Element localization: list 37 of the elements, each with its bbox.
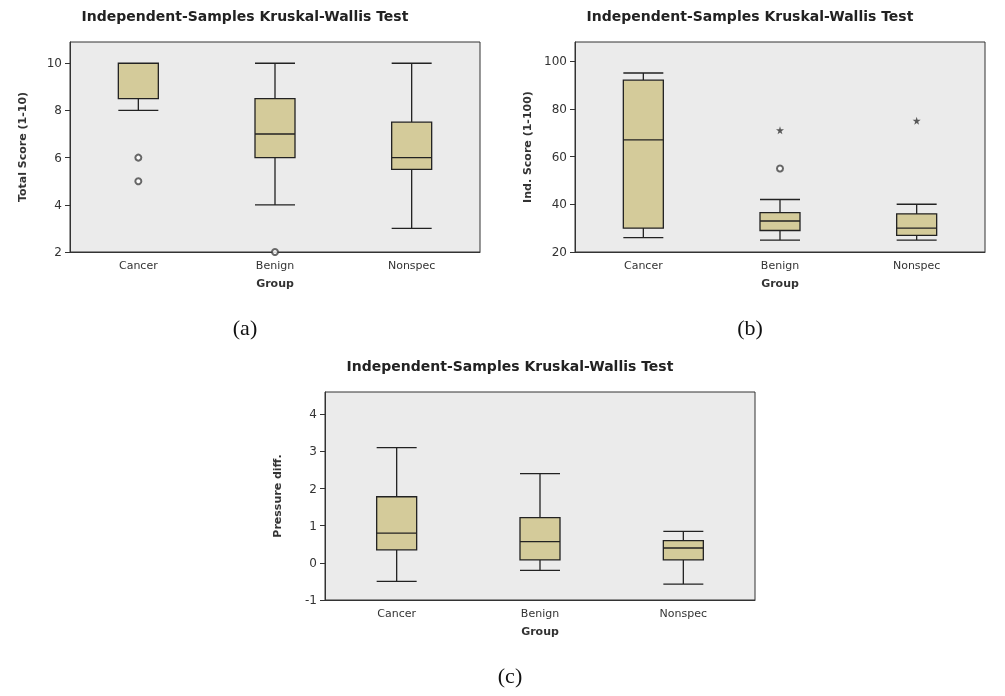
chart-title: Independent-Samples Kruskal-Wallis Test: [586, 8, 914, 24]
text: (a): [232, 314, 258, 340]
y-tick-label: 3: [309, 444, 317, 459]
y-tick-label: 6: [54, 150, 62, 165]
y-tick-label: 2: [309, 481, 317, 496]
y-tick-label: 10: [46, 56, 62, 71]
y-tick-label: 100: [544, 54, 567, 69]
chart-title: Independent-Samples Kruskal-Wallis Test: [346, 358, 674, 374]
y-tick-label: 60: [551, 149, 567, 164]
text: (b): [737, 314, 763, 340]
x-tick-label: Benign: [760, 259, 800, 272]
x-tick-label: Benign: [520, 607, 560, 620]
y-axis-title: Ind. Score (1-100): [521, 91, 534, 203]
x-tick-label: Nonspec: [892, 259, 941, 272]
y-tick-label: 2: [54, 245, 62, 259]
y-tick-label: -1: [305, 593, 317, 607]
x-tick-label: Nonspec: [659, 607, 708, 620]
y-tick-label: 80: [551, 101, 567, 116]
x-tick-label: Cancer: [623, 259, 664, 272]
y-tick-label: 8: [54, 103, 62, 118]
y-tick-label: 0: [309, 555, 317, 570]
y-axis-title: Pressure diff.: [271, 454, 284, 538]
x-tick-label: Benign: [255, 259, 295, 272]
y-tick-label: 20: [551, 245, 567, 259]
y-tick-label: 1: [309, 518, 317, 533]
x-axis-title: Group: [761, 277, 799, 290]
x-axis-title: Group: [256, 277, 294, 290]
x-axis-title: Group: [521, 625, 559, 638]
y-axis-title: Total Score (1-10): [16, 91, 29, 203]
y-tick-label: 4: [54, 197, 62, 212]
text: (c): [497, 662, 523, 688]
y-tick-label: 40: [551, 197, 567, 212]
x-tick-label: Cancer: [377, 607, 417, 620]
x-tick-label: Nonspec: [387, 259, 436, 272]
chart-title: Independent-Samples Kruskal-Wallis Test: [81, 8, 409, 24]
y-tick-label: 4: [309, 407, 317, 422]
x-tick-label: Cancer: [118, 259, 159, 272]
